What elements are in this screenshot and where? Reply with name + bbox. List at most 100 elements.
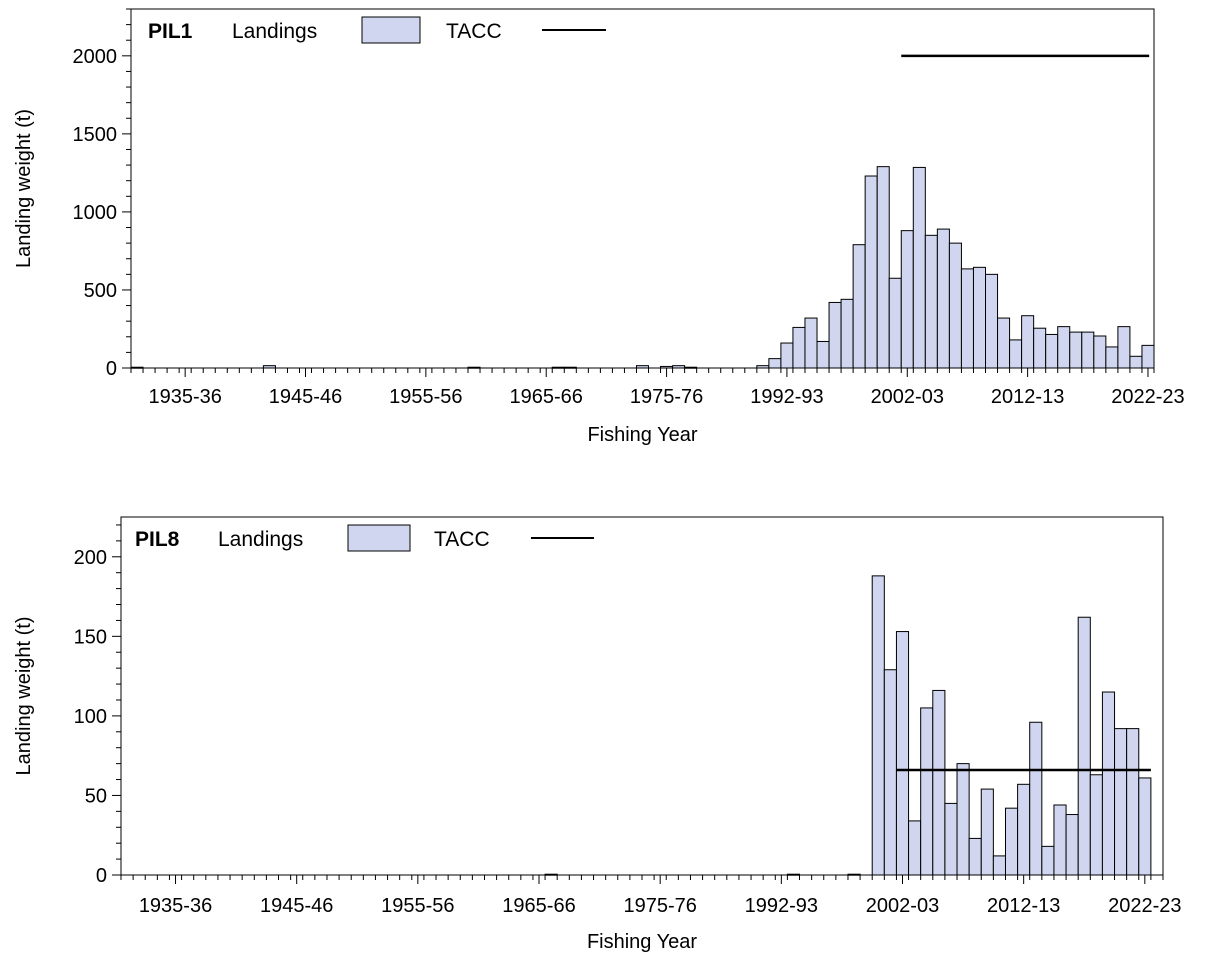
x-tick-label: 1945-46 [260,895,333,917]
bar [924,234,938,369]
x-tick-label: 1955-56 [389,386,462,408]
bar [1033,327,1047,369]
bar [563,366,577,369]
x-axis: 1935-36 1945-46 1955-56 1965-66 1975-76 1992-… [120,875,1182,917]
bar [1004,807,1019,876]
y-tick-label: 50 [85,785,107,807]
bar [828,301,842,369]
x-tick-label: 1992-93 [750,386,823,408]
bar [1089,774,1103,876]
panel-label: PIL8 [135,528,180,551]
bar [1129,355,1143,369]
x-tick-label: 1992-93 [745,895,818,917]
chart-panel-pil8: 0 50 100 150 200 1935-36 1945-46 1955-56 1965-66… [13,516,1182,953]
bar [900,230,914,369]
x-axis-title: Fishing Year [587,931,697,953]
bar [672,365,686,369]
bar [968,837,982,876]
landings-bars [544,575,1152,876]
bar [1021,315,1035,369]
bar [1045,333,1059,369]
bar [920,707,934,876]
bar [1065,814,1079,876]
bar [635,365,650,369]
bar [1069,331,1083,369]
bar [756,365,770,369]
y-tick-label: 1500 [73,124,118,146]
bar [816,340,830,369]
bar [864,175,878,369]
bar [1077,616,1091,876]
bar [467,366,481,369]
bar [985,273,999,369]
bar [792,326,806,369]
y-axis: 0 50 100 150 200 [74,524,121,887]
x-axis-title: Fishing Year [587,424,697,446]
bar [883,669,897,876]
legend-tacc-label: TACC [446,20,502,43]
bar [1138,777,1152,876]
x-tick-label: 2022-23 [1111,386,1184,408]
x-tick-label: 1975-76 [630,386,703,408]
legend-landings-swatch [347,524,411,552]
x-tick-label: 2012-13 [991,386,1064,408]
bar [1093,335,1107,369]
bar [804,317,818,369]
bar [262,365,276,369]
x-tick-label: 2012-13 [987,895,1060,917]
panel-label: PIL1 [148,20,193,43]
bar [551,366,565,369]
bar [1053,804,1067,876]
bar [1081,331,1095,369]
bar [980,788,994,876]
bar [1041,845,1055,876]
bar [936,228,950,369]
bar [847,873,861,876]
plot-area [130,8,1155,369]
x-tick-label: 1975-76 [623,895,696,917]
bar [840,298,854,369]
legend-landings-label: Landings [218,528,303,551]
bar [1105,346,1119,369]
bar [948,242,962,369]
bar [908,820,922,876]
bar [1057,326,1071,369]
y-axis: 0 500 1000 1500 2000 [73,8,131,380]
bar [1141,344,1155,369]
x-tick-label: 1965-66 [510,386,583,408]
x-axis: 1935-36 1945-46 1955-56 1965-66 1975-76 1992-… [130,368,1185,408]
chart-panel-pil1: 0 500 1000 1500 2000 1935-36 1945-46 1955-56 196… [13,8,1185,446]
bar [972,266,987,369]
y-tick-label: 0 [106,358,117,380]
bar [876,166,890,369]
bar [852,244,866,369]
bar [786,873,801,876]
bar [684,366,698,369]
bar [1117,326,1131,369]
legend-landings-swatch [361,16,421,44]
bar [1126,728,1140,876]
y-tick-label: 2000 [73,46,118,68]
bar [768,358,782,369]
y-tick-label: 100 [74,706,107,728]
bar [992,855,1006,876]
bar [997,317,1011,369]
x-tick-label: 1955-56 [381,895,454,917]
x-tick-label: 1935-36 [148,386,221,408]
legend-tacc-label: TACC [434,528,490,551]
x-tick-label: 1935-36 [139,895,212,917]
bar [895,631,910,876]
y-tick-label: 200 [74,547,107,569]
x-tick-label: 1945-46 [269,386,342,408]
bar [912,166,926,369]
y-tick-label: 0 [96,865,107,887]
bar [888,277,902,369]
landings-bars [130,166,1155,369]
y-tick-label: 1000 [73,202,118,224]
legend: PIL8 Landings TACC [135,524,594,552]
x-tick-label: 2002-03 [871,386,944,408]
bar [780,342,794,369]
bar [871,575,885,876]
